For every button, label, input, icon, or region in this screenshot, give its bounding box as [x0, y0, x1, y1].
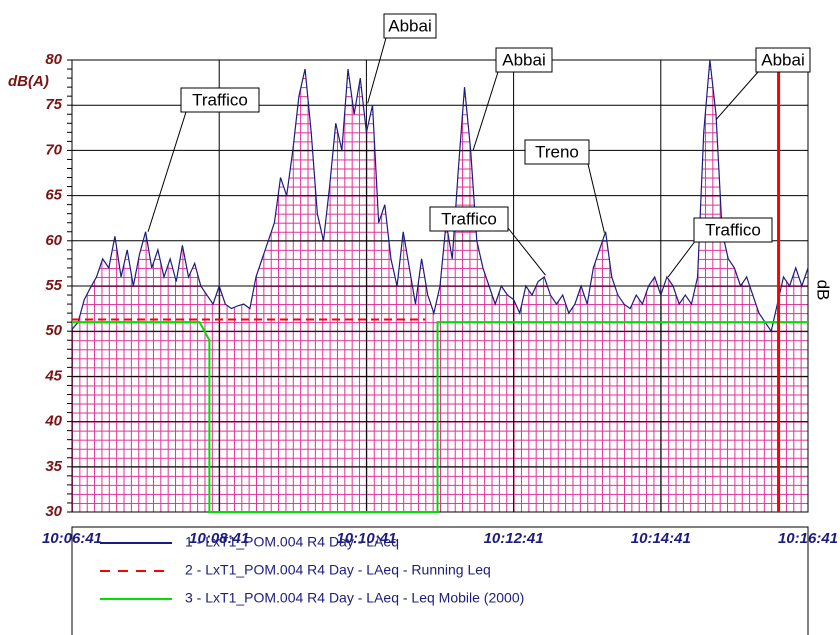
legend-label: 1 - LxT1_POM.004 R4 Day - LAeq [185, 534, 399, 550]
y-tick-label: 40 [44, 413, 62, 430]
annotation-label: Abbai [761, 50, 804, 69]
x-tick-label: 10:16:41 [778, 530, 838, 547]
y-tick-label: 65 [45, 187, 62, 204]
annotation-box [524, 139, 590, 165]
y-tick-label: 30 [45, 503, 62, 520]
annotation-label: Treno [535, 142, 579, 161]
series-line [71, 59, 809, 333]
x-tick-label: 10:08:41 [189, 530, 249, 547]
annotation-leader [667, 239, 697, 278]
x-tick-label: 10:10:41 [336, 530, 396, 547]
annotation-label: Abbai [502, 50, 545, 69]
annotation-leader [367, 37, 387, 104]
y-tick-label: 45 [44, 367, 62, 384]
y-axis-label: dB(A) [8, 73, 49, 90]
legend-label: 3 - LxT1_POM.004 R4 Day - LAeq - Leq Mob… [185, 590, 524, 606]
y-tick-label: 55 [45, 277, 62, 294]
y-tick-label: 80 [45, 51, 62, 68]
legend-label: 2 - LxT1_POM.004 R4 Day - LAeq - Running… [185, 562, 491, 578]
annotation-label: Abbai [388, 16, 431, 35]
y-tick-label: 70 [45, 141, 62, 158]
y-tick-label: 35 [45, 458, 62, 475]
annotation-box [429, 206, 509, 232]
annotation-box [383, 13, 437, 39]
annotation-leader [715, 71, 759, 120]
y2-axis-label: dB [814, 280, 833, 301]
legend [71, 526, 809, 635]
annotation-label: Traffico [705, 220, 761, 239]
annotation-leader [147, 111, 187, 232]
x-tick-label: 10:12:41 [484, 530, 544, 547]
x-tick-label: 10:06:41 [42, 530, 102, 547]
y-tick-label: 75 [45, 96, 62, 113]
annotation-box [755, 47, 811, 73]
y-tick-label: 60 [45, 232, 62, 249]
annotation-leader [472, 71, 499, 151]
annotation-label: Traffico [441, 209, 497, 228]
annotation-leader [507, 227, 546, 276]
annotation-box [495, 47, 553, 73]
series-line [72, 321, 808, 513]
annotation-label: Traffico [192, 90, 248, 109]
x-tick-label: 10:14:41 [631, 530, 691, 547]
annotation-box [180, 87, 260, 113]
annotation-leader [587, 163, 605, 233]
y-tick-label: 50 [45, 322, 62, 339]
annotation-box [693, 217, 773, 243]
